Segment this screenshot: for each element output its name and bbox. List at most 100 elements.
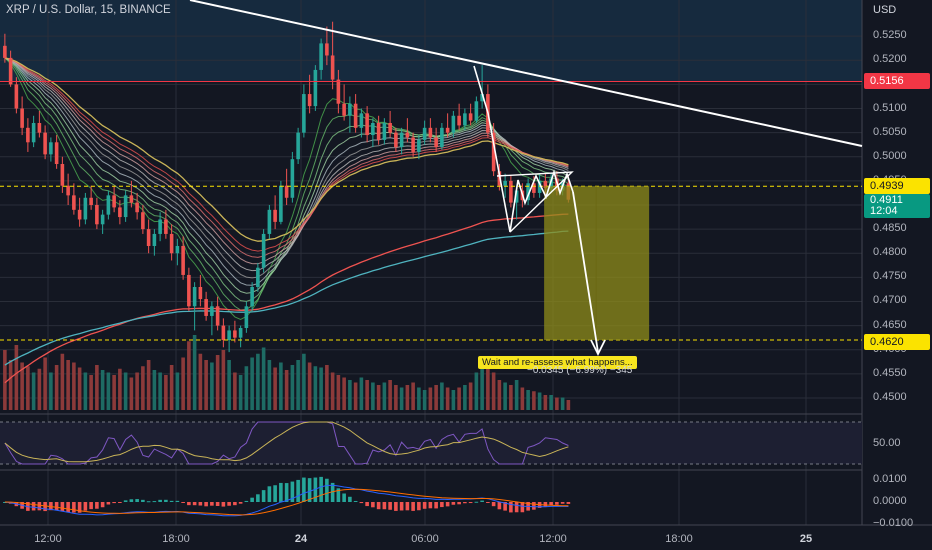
candle-body bbox=[244, 306, 249, 328]
candle-body bbox=[66, 185, 70, 196]
y-tick-label: 0.5050 bbox=[873, 125, 907, 138]
volume-bar bbox=[514, 380, 519, 410]
macd-histogram-bar bbox=[319, 476, 323, 502]
candle-body bbox=[503, 180, 507, 186]
x-tick-label: 18:00 bbox=[162, 533, 190, 545]
macd-histogram-bar bbox=[244, 500, 249, 502]
volume-bar bbox=[37, 368, 42, 410]
macd-histogram-bar bbox=[405, 502, 410, 511]
macd-histogram-bar bbox=[480, 500, 484, 502]
ribbon-ma-line bbox=[4, 57, 569, 258]
candle-body bbox=[37, 123, 42, 133]
candle-body bbox=[158, 219, 162, 234]
candle-body bbox=[348, 103, 352, 116]
candle-body bbox=[60, 164, 65, 186]
candle-body bbox=[152, 233, 157, 246]
macd-histogram-bar bbox=[210, 502, 214, 506]
macd-histogram-bar bbox=[555, 502, 559, 505]
macd-histogram-bar bbox=[284, 483, 289, 502]
volume-bar bbox=[49, 372, 53, 410]
candle-body bbox=[353, 103, 358, 128]
candle-body bbox=[3, 45, 7, 58]
macd-histogram-bar bbox=[566, 502, 571, 504]
candle-body bbox=[238, 328, 243, 338]
descending-trendline bbox=[189, 0, 863, 147]
macd-histogram-bar bbox=[135, 499, 139, 502]
volume-bar bbox=[26, 366, 30, 410]
candle-body bbox=[192, 287, 197, 307]
macd-histogram-bar bbox=[463, 502, 467, 504]
macd-histogram-bar bbox=[66, 502, 70, 512]
ribbon-ma-line bbox=[4, 57, 569, 252]
macd-histogram-bar bbox=[158, 499, 162, 502]
volume-bar bbox=[181, 357, 185, 410]
macd-histogram-bar bbox=[394, 502, 398, 511]
candle-body bbox=[77, 209, 82, 220]
volume-bar bbox=[451, 390, 456, 410]
volume-bar bbox=[520, 387, 525, 410]
volume-bar bbox=[468, 382, 473, 410]
ribbon-ma-line bbox=[4, 57, 569, 279]
volume-bar bbox=[491, 372, 496, 410]
ma-line-red bbox=[4, 213, 569, 384]
macd-signal-line bbox=[4, 488, 569, 516]
candle-body bbox=[129, 195, 134, 203]
volume-bar bbox=[20, 362, 24, 410]
volume-bar bbox=[215, 355, 220, 410]
current-price-label: 0.4911 bbox=[870, 194, 903, 206]
volume-bar bbox=[89, 375, 93, 410]
macd-histogram-bar bbox=[497, 502, 502, 510]
macd-histogram-bar bbox=[187, 502, 191, 506]
macd-histogram-bar bbox=[227, 502, 231, 506]
chart-title: XRP / U.S. Dollar, 15, BINANCE bbox=[6, 4, 171, 16]
macd-histogram-bar bbox=[31, 502, 36, 511]
volume-bar bbox=[233, 372, 237, 410]
macd-histogram-bar bbox=[330, 482, 335, 502]
x-tick-label: 06:00 bbox=[411, 533, 439, 545]
candle-body bbox=[112, 195, 116, 208]
volume-bar bbox=[204, 360, 208, 410]
macd-histogram-bar bbox=[267, 486, 272, 502]
macd-histogram-bar bbox=[440, 502, 444, 508]
candle-body bbox=[227, 330, 231, 341]
volume-bar bbox=[526, 390, 530, 410]
macd-histogram-bar bbox=[307, 478, 312, 502]
ribbon-ma-line bbox=[4, 57, 569, 265]
candle-body bbox=[135, 202, 139, 213]
macd-histogram-bar bbox=[359, 502, 364, 504]
candle-body bbox=[198, 287, 203, 300]
candle-body bbox=[169, 233, 174, 254]
y-tick-label: 0.5250 bbox=[873, 29, 907, 42]
candle-body bbox=[123, 195, 128, 218]
candle-body bbox=[509, 180, 513, 203]
upper-zone-background bbox=[0, 0, 862, 82]
volume-bar bbox=[503, 382, 507, 410]
macd-histogram-bar bbox=[164, 499, 168, 502]
annotation-note: Wait and re-assess what happens... bbox=[478, 356, 637, 369]
volume-bar bbox=[440, 382, 444, 410]
macd-histogram-bar bbox=[238, 502, 243, 504]
macd-histogram-bar bbox=[451, 502, 456, 505]
candle-body bbox=[359, 113, 364, 128]
y-tick-label: 0.5100 bbox=[873, 101, 907, 114]
macd-histogram-bar bbox=[560, 502, 565, 504]
volume-bar bbox=[399, 387, 404, 410]
volume-bar bbox=[457, 387, 461, 410]
macd-histogram-bar bbox=[192, 502, 197, 506]
candle-body bbox=[284, 185, 289, 198]
volume-bar bbox=[8, 360, 13, 410]
volume-bar bbox=[250, 357, 254, 410]
rsi-signal-line bbox=[4, 421, 569, 463]
volume-bar bbox=[388, 380, 392, 410]
y-tick-label: 0.4850 bbox=[873, 222, 907, 235]
volume-bar bbox=[365, 380, 369, 410]
volume-bar bbox=[411, 382, 415, 410]
volume-bar bbox=[43, 357, 47, 410]
volume-bar bbox=[296, 360, 300, 410]
volume-bar bbox=[261, 347, 266, 410]
candle-body bbox=[342, 103, 346, 116]
volume-bar bbox=[359, 377, 364, 410]
volume-bar bbox=[146, 360, 151, 410]
candle-body bbox=[118, 207, 122, 218]
